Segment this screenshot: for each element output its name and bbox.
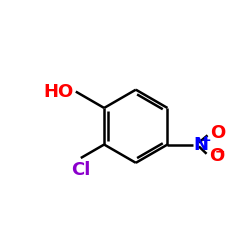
Text: +: + — [200, 134, 211, 147]
Text: O: O — [210, 124, 225, 142]
Text: N: N — [193, 136, 208, 154]
Text: O: O — [209, 147, 224, 165]
Text: Cl: Cl — [71, 161, 90, 179]
Text: −: − — [214, 145, 225, 158]
Text: HO: HO — [44, 82, 74, 100]
